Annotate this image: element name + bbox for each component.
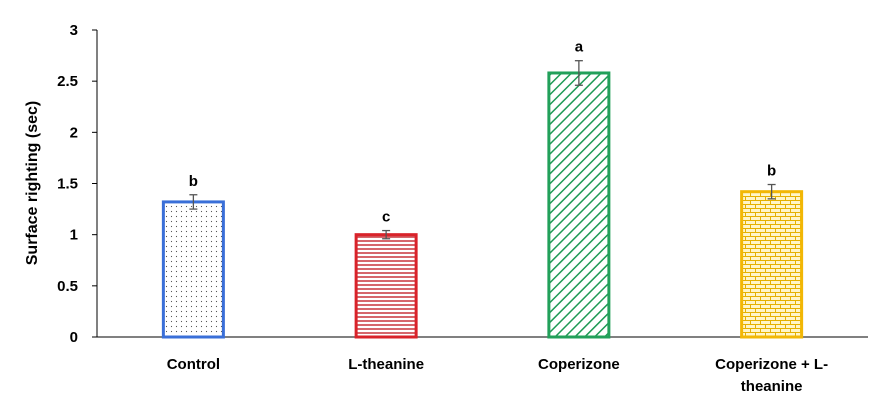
x-axis-labels: Control L-theanine Coperizone Coperizone + … xyxy=(167,356,828,395)
x-category-label: L-theanine xyxy=(348,356,424,373)
significance-letter: b xyxy=(767,163,776,180)
y-tick-label: 1 xyxy=(70,227,78,244)
error-bar xyxy=(767,183,776,200)
bar-control xyxy=(161,200,225,339)
y-tick-label: 2.5 xyxy=(57,73,78,90)
x-category-label: Coperizone + L- xyxy=(715,356,828,373)
y-axis-ticks: 0 0.5 1 1.5 2 2.5 3 xyxy=(57,22,97,346)
y-tick-label: 1.5 xyxy=(57,176,78,193)
error-bars xyxy=(189,60,776,240)
significance-letters: b c a b xyxy=(189,39,776,226)
significance-letter: a xyxy=(575,39,584,56)
significance-letter: c xyxy=(382,209,390,226)
bar-l-theanine xyxy=(354,233,418,339)
y-axis-title: Surface righting (sec) xyxy=(24,101,41,265)
x-category-label: Coperizone xyxy=(538,356,620,373)
x-category-label: theanine xyxy=(741,378,803,395)
y-tick-label: 0 xyxy=(70,329,78,346)
y-tick-label: 0.5 xyxy=(57,278,78,295)
y-tick-label: 3 xyxy=(70,22,78,39)
error-bar xyxy=(189,194,198,210)
y-tick-label: 2 xyxy=(70,124,78,141)
bars xyxy=(161,71,804,339)
significance-letter: b xyxy=(189,173,198,190)
error-bar xyxy=(382,229,391,240)
error-bar xyxy=(574,60,583,86)
x-category-label: Control xyxy=(167,356,220,373)
bar-coperizone xyxy=(547,71,611,339)
bar-coperizone-l-theanine xyxy=(740,190,804,339)
